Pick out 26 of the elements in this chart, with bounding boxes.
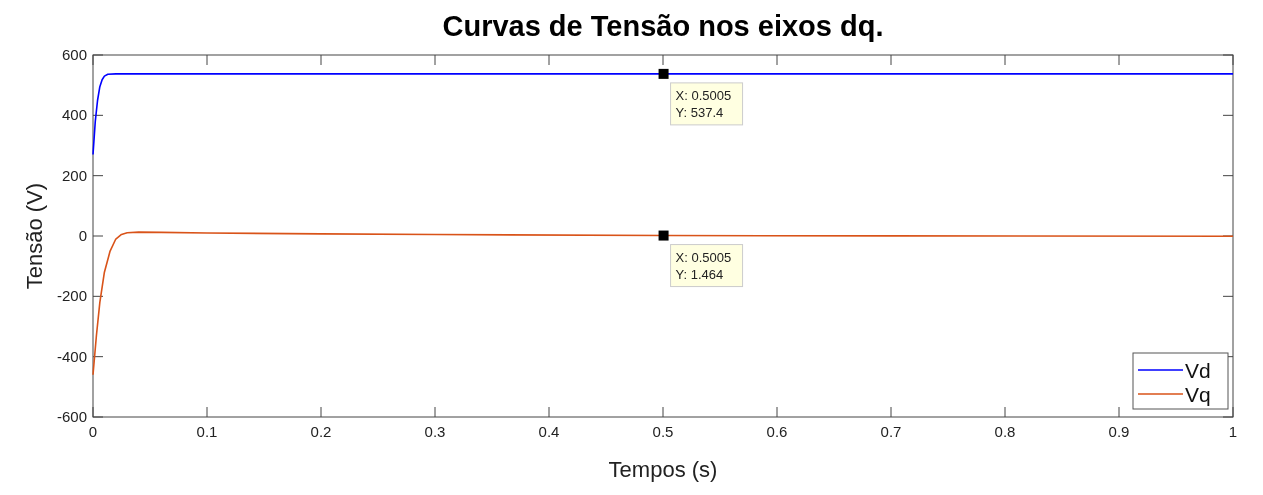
x-tick-label: 0.5 (652, 423, 674, 440)
y-tick-label: -400 (56, 347, 87, 365)
y-tick-label: 0 (78, 227, 87, 244)
chart-title: Curvas de Tensão nos eixos dq. (442, 10, 884, 42)
y-tick-label: -200 (56, 287, 87, 305)
x-tick-label: 1 (1228, 423, 1238, 440)
y-tick-label: -600 (56, 408, 87, 425)
x-axis-title: Tempos (s) (608, 457, 718, 482)
y-tick-label: 400 (61, 106, 87, 124)
x-tick-label: 0.1 (196, 423, 218, 440)
x-tick-label: 0.4 (538, 423, 560, 440)
y-tick-label: 200 (61, 166, 87, 184)
y-axis-title: Tensão (V) (22, 182, 47, 290)
x-tick-label: 0.6 (766, 423, 788, 440)
legend-label: Vq (1185, 383, 1211, 406)
x-tick-label: 0.8 (994, 423, 1016, 440)
line-series (92, 230, 1234, 376)
annotation: X: 0.5005 Y: 1.464 (675, 249, 732, 282)
y-tick-label: 600 (61, 46, 87, 63)
x-tick-label: 0.9 (1108, 423, 1130, 440)
legend-label: Vd (1185, 359, 1211, 382)
x-tick-label: 0 (88, 423, 98, 440)
annotation: X: 0.5005 Y: 537.4 (675, 87, 732, 120)
x-tick-label: 0.3 (424, 423, 446, 440)
x-tick-label: 0.7 (880, 423, 902, 440)
x-tick-label: 0.2 (310, 423, 332, 440)
